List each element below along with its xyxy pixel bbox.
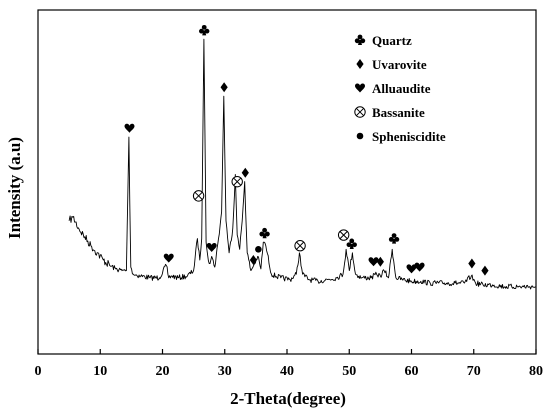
x-axis-ticks: 0 10 20 30 40 50 60 70 80 — [35, 349, 543, 379]
peak-marker-dot — [255, 245, 262, 253]
x-tick-label: 20 — [156, 364, 170, 379]
peak-marker-diamond — [249, 254, 257, 265]
x-tick-label: 60 — [405, 364, 419, 379]
peak-marker-club — [388, 233, 400, 244]
x-tick-label: 40 — [280, 364, 294, 379]
legend-symbol-dot — [356, 132, 364, 140]
x-tick-label: 30 — [218, 364, 232, 379]
legend-label: Uvarovite — [372, 57, 427, 72]
peak-marker-diamond — [220, 82, 228, 93]
x-tick-label: 0 — [35, 364, 42, 379]
peak-marker-diamond — [241, 167, 249, 178]
plot-frame — [37, 9, 537, 355]
legend-label: Bassanite — [372, 105, 425, 120]
legend-label: Quartz — [372, 33, 412, 48]
legend-symbol-otimes — [354, 106, 366, 118]
peak-marker-club — [199, 24, 210, 36]
y-axis-title: Intensity (a.u) — [5, 137, 24, 239]
legend: Quartz Uvarovite Alluaudite Bassanite Spheni… — [354, 33, 446, 144]
plot-border — [37, 9, 537, 355]
legend-symbol-club — [354, 34, 366, 45]
peak-marker-heart — [368, 257, 379, 267]
peak-marker-heart — [414, 262, 425, 272]
peak-marker-otimes — [294, 240, 306, 252]
peak-marker-heart — [163, 253, 174, 263]
peak-marker-diamond — [481, 265, 489, 276]
peak-marker-club — [259, 227, 270, 239]
series-layer — [68, 38, 537, 290]
x-tick-label: 10 — [93, 364, 107, 379]
peak-marker-diamond — [376, 256, 384, 267]
series-line — [68, 38, 537, 290]
peak-marker-club — [346, 238, 357, 249]
peak-marker-heart — [206, 242, 217, 252]
legend-label: Spheniscidite — [372, 129, 446, 144]
peak-marker-otimes — [231, 175, 243, 188]
peak-annotations — [124, 24, 489, 276]
x-tick-label: 70 — [467, 364, 481, 379]
x-axis-title: 2-Theta(degree) — [230, 389, 346, 408]
legend-symbol-diamond — [356, 59, 364, 69]
legend-symbol-heart — [355, 83, 365, 93]
peak-marker-diamond — [468, 258, 476, 269]
peak-marker-otimes — [192, 190, 205, 202]
legend-label: Alluaudite — [372, 81, 431, 96]
peak-marker-heart — [124, 123, 135, 133]
peak-marker-heart — [406, 264, 417, 274]
x-tick-label: 80 — [529, 364, 543, 379]
x-tick-label: 50 — [342, 364, 356, 379]
peak-marker-otimes — [337, 229, 350, 241]
